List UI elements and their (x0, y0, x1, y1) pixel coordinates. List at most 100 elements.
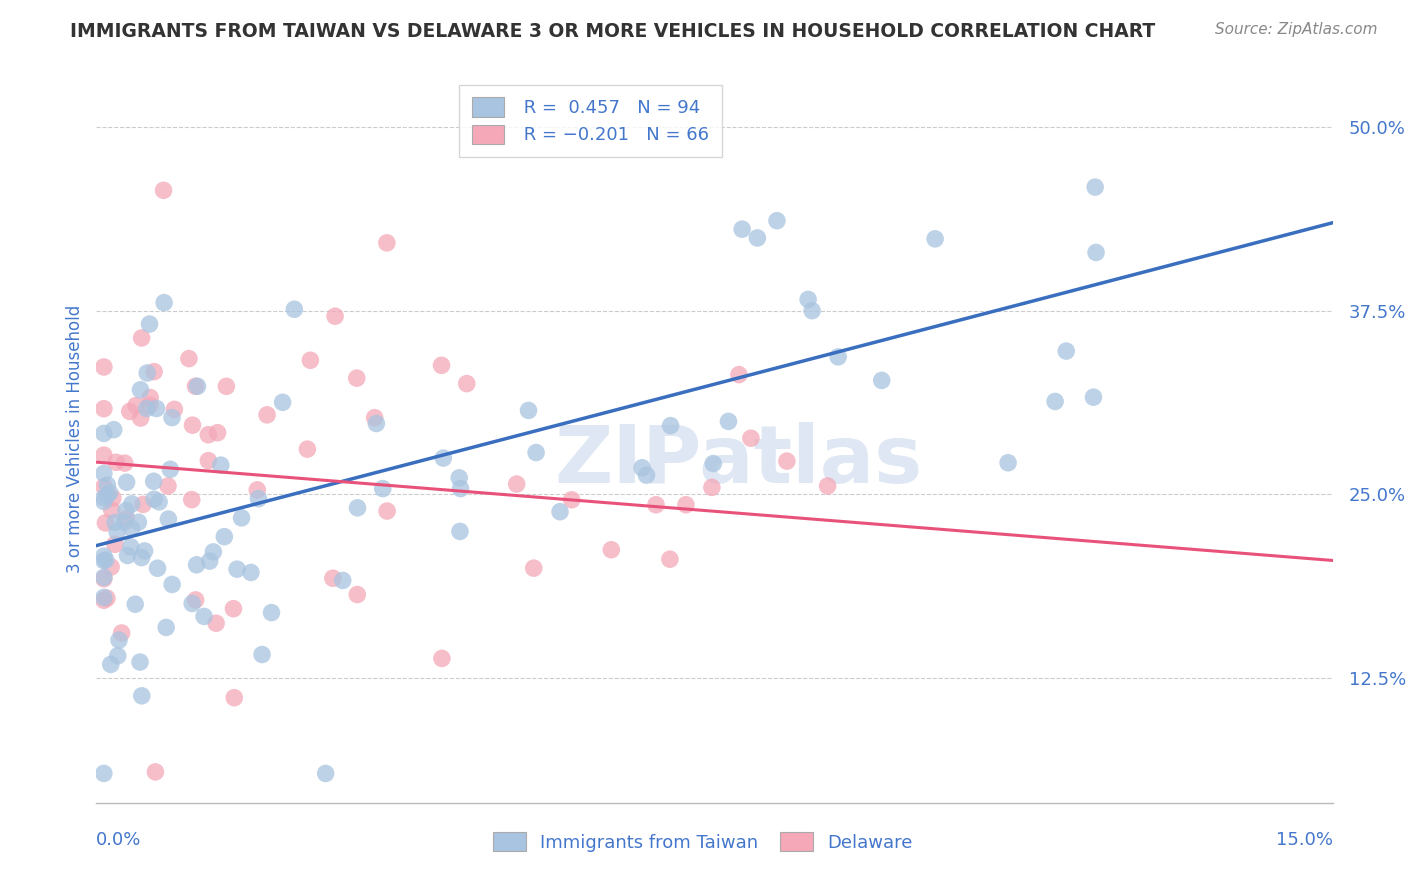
Point (93, 554, 115, 568)
Point (197, 427, 219, 442)
Point (645, 498, 668, 512)
Point (346, 500, 368, 515)
Point (145, 401, 167, 416)
Point (93, 491, 115, 505)
Point (93, 480, 115, 494)
Point (239, 566, 262, 580)
Point (159, 462, 181, 476)
Point (260, 606, 283, 620)
Point (675, 498, 697, 512)
Point (870, 373, 893, 387)
Point (107, 648, 129, 663)
Point (256, 408, 278, 422)
Point (214, 530, 236, 544)
Point (226, 562, 249, 576)
Point (181, 597, 204, 611)
Point (131, 689, 153, 703)
Point (430, 359, 453, 373)
Point (108, 633, 131, 648)
Point (524, 445, 547, 459)
Text: IMMIGRANTS FROM TAIWAN VS DELAWARE 3 OR MORE VEHICLES IN HOUSEHOLD CORRELATION C: IMMIGRANTS FROM TAIWAN VS DELAWARE 3 OR … (70, 22, 1156, 41)
Point (134, 544, 156, 558)
Point (731, 222, 754, 236)
Point (600, 542, 623, 557)
Point (209, 458, 232, 472)
Point (1083, 390, 1105, 404)
Point (129, 655, 152, 669)
Point (346, 371, 368, 385)
Point (747, 231, 769, 245)
Point (96, 478, 118, 492)
Point (659, 418, 682, 433)
Point (129, 383, 152, 397)
Point (186, 558, 208, 572)
Point (231, 511, 253, 525)
Point (152, 183, 174, 197)
Point (817, 479, 839, 493)
Point (205, 616, 228, 631)
Point (184, 379, 207, 393)
Point (432, 451, 454, 466)
Point (1085, 245, 1108, 260)
Point (93, 359, 115, 374)
Point (94, 553, 117, 567)
Point (127, 515, 149, 529)
Point (728, 368, 751, 382)
Point (93, 766, 115, 780)
Point (114, 456, 136, 470)
Point (93, 426, 115, 441)
Point (139, 391, 162, 405)
Point (118, 404, 141, 418)
Point (124, 597, 146, 611)
Text: Source: ZipAtlas.com: Source: ZipAtlas.com (1215, 22, 1378, 37)
Point (93, 572, 115, 586)
Point (143, 365, 166, 379)
Point (98, 485, 121, 500)
Point (156, 479, 179, 493)
Point (93, 570, 115, 584)
Point (631, 460, 654, 475)
Point (142, 475, 165, 489)
Point (93, 401, 115, 416)
Point (146, 561, 169, 575)
Point (136, 366, 159, 380)
Point (121, 497, 143, 511)
Point (449, 471, 471, 485)
Point (1054, 344, 1077, 359)
Point (103, 423, 125, 437)
Point (104, 516, 127, 530)
Point (375, 235, 398, 250)
Point (100, 503, 122, 517)
Point (193, 609, 215, 624)
Point (997, 456, 1019, 470)
Point (246, 483, 269, 497)
Point (100, 657, 122, 672)
Point (115, 503, 138, 517)
Point (224, 690, 246, 705)
Point (700, 480, 723, 494)
Point (247, 491, 270, 506)
Point (366, 417, 388, 431)
Point (271, 395, 294, 409)
Point (371, 482, 394, 496)
Point (332, 574, 354, 588)
Point (523, 561, 546, 575)
Point (717, 414, 740, 428)
Point (100, 560, 122, 574)
Point (157, 512, 180, 526)
Point (160, 577, 183, 591)
Point (111, 626, 134, 640)
Point (346, 588, 368, 602)
Point (93, 448, 115, 462)
Point (155, 620, 177, 634)
Point (93, 549, 115, 563)
Point (132, 497, 155, 511)
Point (1084, 180, 1107, 194)
Point (105, 455, 128, 469)
Point (1043, 394, 1066, 409)
Point (561, 492, 583, 507)
Point (115, 475, 138, 490)
Text: 0.0%: 0.0% (96, 831, 141, 849)
Point (117, 549, 139, 563)
Point (186, 379, 208, 393)
